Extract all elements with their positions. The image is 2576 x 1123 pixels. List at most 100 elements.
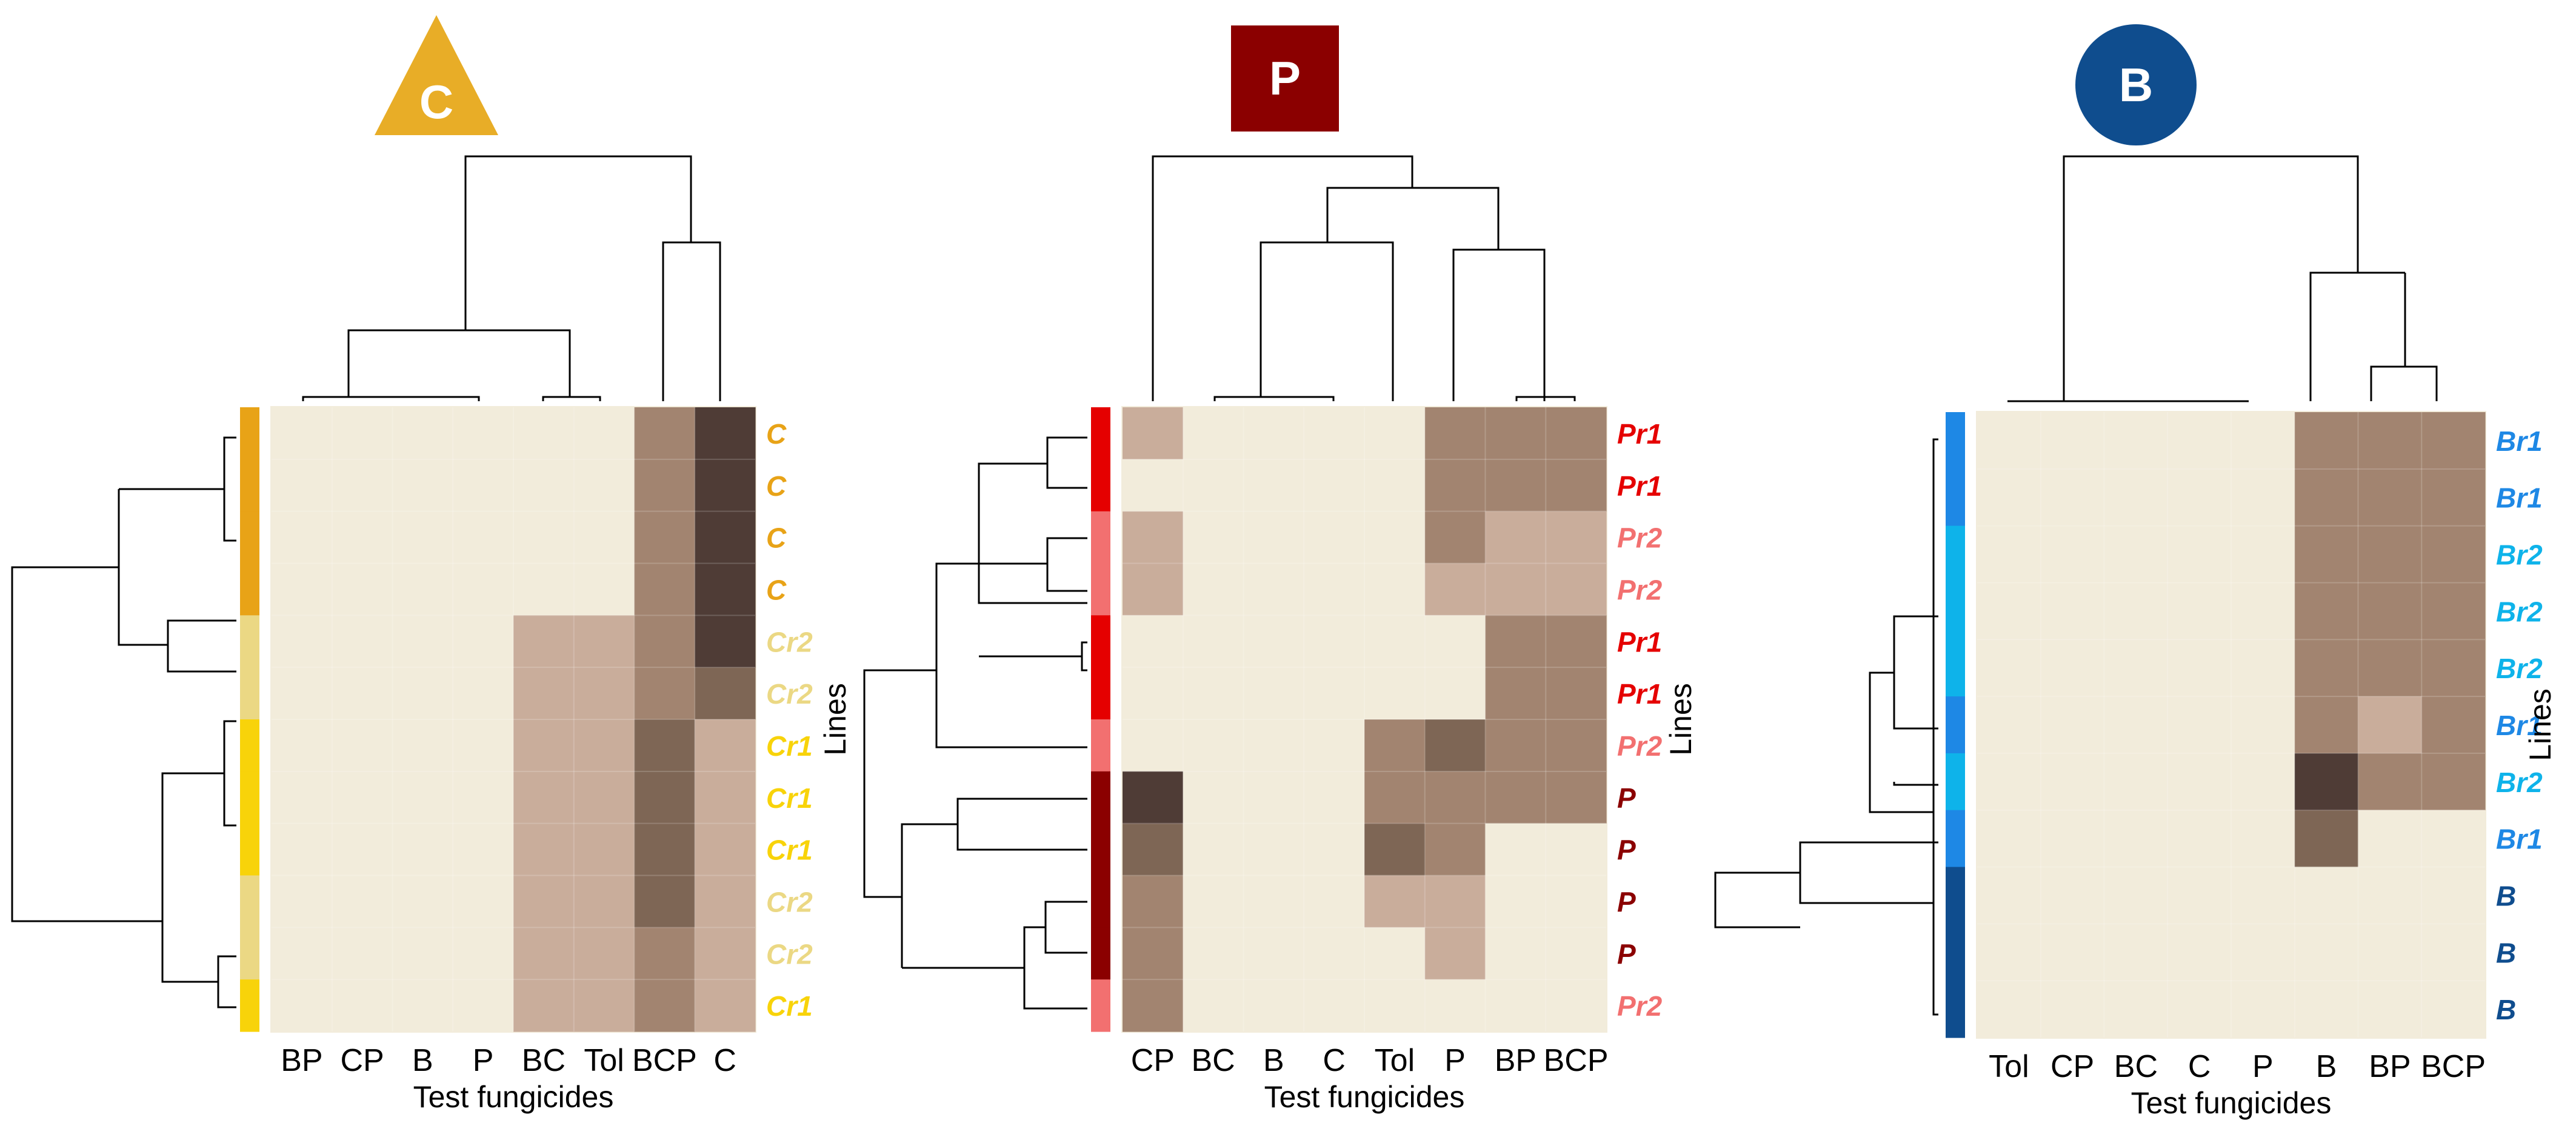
row-color-bar	[1091, 875, 1110, 928]
heatmap-cell	[2294, 981, 2359, 1038]
heatmap-cell	[634, 459, 695, 512]
heatmap-cell	[2231, 810, 2295, 868]
heatmap-cell	[513, 615, 575, 668]
heatmap-cell	[1364, 511, 1426, 564]
column-label: BCP	[2421, 1049, 2486, 1084]
heatmap-cell	[1304, 407, 1365, 460]
panel-badge-b: B	[2075, 24, 2197, 145]
badge-label: B	[2118, 58, 2154, 112]
heatmap-cell	[453, 979, 514, 1032]
dendrogram-branch	[1893, 615, 1938, 730]
row-color-bar	[1946, 412, 1965, 470]
heatmap-cell	[2231, 582, 2295, 640]
column-label: BP	[1495, 1043, 1537, 1078]
heatmap-cell	[1304, 927, 1365, 980]
heatmap-cell	[453, 719, 514, 772]
heatmap-cell	[1123, 875, 1184, 928]
heatmap-cell	[392, 823, 453, 876]
y-axis-title: Lines	[818, 683, 852, 756]
dendrogram-branch	[2309, 272, 2405, 401]
heatmap-cell	[2104, 639, 2168, 697]
heatmap-cell	[272, 511, 333, 564]
heatmap-cell	[573, 563, 635, 616]
row-color-bar	[240, 511, 259, 564]
heatmap-cell	[573, 875, 635, 928]
heatmap-cell	[634, 979, 695, 1032]
column-label: CP	[1131, 1043, 1175, 1078]
heatmap-cell	[1977, 981, 2041, 1038]
heatmap-cell	[392, 667, 453, 720]
heatmap-cell	[1977, 582, 2041, 640]
dendrogram-branch	[217, 955, 236, 1008]
heatmap-cell	[1304, 719, 1365, 772]
dendrogram-branch	[167, 619, 236, 673]
heatmap-cell	[1243, 563, 1304, 616]
heatmap-cell	[2104, 696, 2168, 754]
heatmap-cell	[1977, 468, 2041, 527]
row-label: Br1	[2496, 482, 2543, 514]
heatmap-cell	[2294, 468, 2359, 527]
row-color-bar	[1946, 639, 1965, 697]
heatmap-cell	[573, 823, 635, 876]
dendrogram-branch	[1893, 782, 1938, 786]
dendrogram-branch	[1799, 841, 1938, 904]
heatmap-cell	[513, 407, 575, 460]
y-axis-title: Lines	[1664, 683, 1698, 756]
heatmap-cell	[2167, 867, 2232, 924]
row-color-bar	[1091, 823, 1110, 876]
row-label: Cr1	[766, 782, 813, 814]
dendrogram-branch	[1152, 155, 1412, 401]
heatmap-cell	[392, 407, 453, 460]
column-label: BP	[281, 1043, 322, 1078]
heatmap-cell	[2167, 468, 2232, 527]
heatmap-cell	[2421, 924, 2486, 981]
badge-label: C	[419, 75, 454, 128]
heatmap-cell	[513, 667, 575, 720]
heatmap-cell	[1243, 927, 1304, 980]
dendrogram-branch	[1333, 155, 1413, 188]
heatmap-cell	[1424, 667, 1486, 720]
heatmap-cell	[2421, 468, 2486, 527]
row-label: Br1	[2496, 710, 2543, 741]
heatmap-cell	[2294, 696, 2359, 754]
heatmap-cell	[1977, 639, 2041, 697]
heatmap-cell	[1546, 563, 1607, 616]
heatmap-cell	[513, 459, 575, 512]
dendrogram-branch	[302, 396, 480, 401]
heatmap-cell	[453, 511, 514, 564]
column-label: BC	[522, 1043, 566, 1078]
heatmap-cell	[2104, 412, 2168, 470]
row-label: C	[766, 522, 787, 554]
heatmap-cell	[332, 927, 393, 980]
heatmap-cell	[1183, 615, 1244, 668]
heatmap-cell	[1123, 511, 1184, 564]
heatmap-cell	[1485, 979, 1546, 1032]
row-color-bar	[240, 875, 259, 928]
column-label: P	[1444, 1043, 1466, 1078]
row-label: Cr2	[766, 626, 813, 658]
heatmap-cell	[695, 511, 756, 564]
heatmap-cell	[2421, 867, 2486, 924]
heatmap-cell	[2040, 867, 2105, 924]
heatmap-cell	[1123, 459, 1184, 512]
row-color-bar	[240, 927, 259, 980]
heatmap-cell	[2104, 525, 2168, 583]
heatmap-cell	[695, 979, 756, 1032]
dendrogram-branch	[223, 720, 236, 827]
heatmap-cell	[573, 927, 635, 980]
heatmap-cell	[1424, 407, 1486, 460]
row-color-bar	[240, 823, 259, 876]
row-label: C	[766, 418, 787, 450]
heatmap-cell	[1123, 563, 1184, 616]
heatmap-cell	[2358, 867, 2422, 924]
dendrogram-branch	[118, 489, 168, 646]
heatmap-cell	[1424, 823, 1486, 876]
column-label: P	[2252, 1049, 2274, 1084]
row-label: Pr1	[1617, 678, 1662, 710]
heatmap-cell	[1304, 459, 1365, 512]
heatmap-cell	[2231, 468, 2295, 527]
heatmap-cell	[1183, 771, 1244, 824]
heatmap-cell	[573, 719, 635, 772]
